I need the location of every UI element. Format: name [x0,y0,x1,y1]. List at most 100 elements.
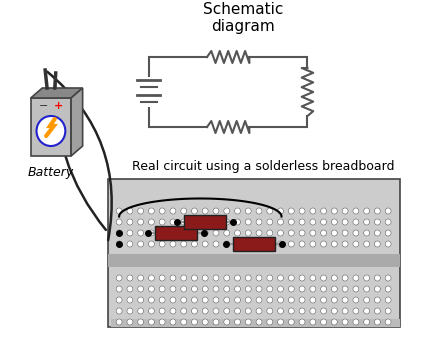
Circle shape [214,275,219,280]
Circle shape [257,276,261,280]
Circle shape [332,298,337,303]
Circle shape [139,220,143,224]
Circle shape [224,286,229,292]
Circle shape [138,241,143,247]
Circle shape [203,319,208,325]
Circle shape [127,308,133,314]
Circle shape [322,231,325,235]
Circle shape [279,320,282,324]
Circle shape [203,320,207,324]
Circle shape [333,287,336,291]
Circle shape [343,319,348,325]
Circle shape [343,220,347,224]
Circle shape [160,298,164,302]
Circle shape [214,231,219,236]
Circle shape [300,275,305,280]
Circle shape [139,298,143,302]
Circle shape [311,276,315,280]
Circle shape [386,287,390,291]
Circle shape [268,209,272,213]
Text: Real circuit using a solderless breadboard: Real circuit using a solderless breadboa… [132,160,395,173]
Circle shape [343,320,347,324]
Circle shape [128,276,132,280]
Circle shape [160,276,164,280]
Circle shape [160,308,165,314]
Circle shape [310,241,315,247]
Circle shape [353,298,358,303]
Circle shape [375,220,380,225]
Circle shape [321,231,326,236]
Circle shape [117,320,121,324]
Circle shape [386,298,390,302]
Circle shape [365,287,368,291]
Circle shape [203,231,208,236]
Circle shape [139,320,143,324]
Circle shape [214,241,219,247]
Circle shape [289,208,294,214]
Circle shape [364,220,369,225]
Circle shape [160,286,165,292]
Circle shape [279,242,282,246]
Circle shape [267,231,272,236]
Circle shape [127,275,133,280]
Circle shape [267,208,272,214]
Circle shape [225,298,229,302]
Circle shape [139,309,143,313]
Circle shape [37,116,65,146]
Circle shape [235,287,239,291]
Circle shape [214,287,218,291]
Circle shape [138,231,143,236]
Circle shape [160,275,165,280]
Circle shape [224,231,229,236]
Circle shape [365,309,368,313]
Circle shape [225,231,229,235]
Circle shape [139,242,143,246]
Bar [155,226,197,240]
Circle shape [235,220,239,224]
Text: −: − [38,101,48,111]
Circle shape [343,242,347,246]
Circle shape [376,209,379,213]
Circle shape [127,208,133,214]
Circle shape [267,241,272,247]
Bar [233,237,275,251]
Circle shape [257,275,262,280]
Circle shape [181,275,186,280]
Circle shape [289,287,293,291]
Circle shape [128,309,132,313]
Circle shape [321,308,326,314]
Circle shape [279,209,282,213]
Circle shape [333,298,336,302]
Circle shape [311,298,315,302]
Circle shape [246,242,250,246]
Circle shape [300,231,304,235]
Circle shape [116,286,122,292]
Circle shape [171,320,175,324]
Circle shape [364,308,369,314]
Circle shape [376,276,379,280]
Circle shape [117,231,121,235]
Circle shape [246,209,250,213]
Circle shape [364,298,369,303]
Circle shape [278,286,283,292]
Circle shape [246,220,251,225]
Circle shape [343,308,348,314]
Circle shape [171,231,175,235]
Circle shape [310,286,315,292]
Circle shape [192,276,196,280]
Circle shape [181,319,186,325]
Circle shape [333,220,336,224]
Circle shape [364,286,369,292]
Circle shape [343,231,348,236]
Circle shape [235,220,240,225]
Circle shape [386,208,391,214]
Circle shape [267,275,272,280]
Circle shape [322,287,325,291]
Circle shape [289,209,293,213]
Circle shape [289,298,294,303]
Circle shape [246,231,251,236]
Circle shape [116,231,122,236]
Circle shape [246,275,251,280]
Circle shape [225,276,229,280]
Circle shape [203,287,207,291]
